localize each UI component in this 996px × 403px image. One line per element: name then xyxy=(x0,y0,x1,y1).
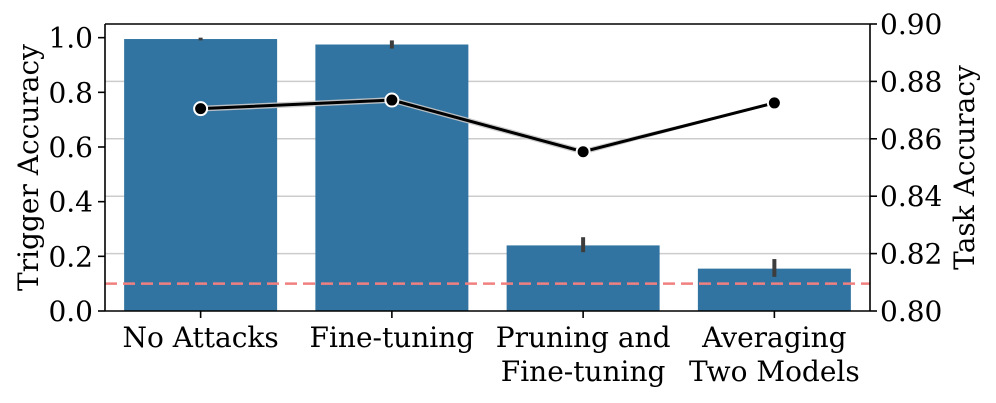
right-tick-label: 0.84 xyxy=(880,180,942,213)
left-tick-label: 0.2 xyxy=(48,240,93,273)
left-axis-title: Trigger Accuracy xyxy=(12,44,45,291)
line-point xyxy=(766,95,782,111)
category-label: Two Models xyxy=(689,355,860,388)
right-tick-label: 0.80 xyxy=(880,295,942,328)
category-label: Pruning and xyxy=(496,321,671,354)
category-label: No Attacks xyxy=(123,321,279,354)
label-layer: 0.0 0.2 0.4 0.6 0.8 1.0 0.80 0.82 0.84 0.86 0.88 0.… xyxy=(12,8,981,388)
left-tick-label: 1.0 xyxy=(48,22,93,55)
line-point xyxy=(193,101,209,117)
bar xyxy=(315,44,469,311)
right-axis-title: Task Accuracy xyxy=(948,65,981,270)
bar xyxy=(506,245,660,311)
left-tick-label: 0.0 xyxy=(48,295,93,328)
left-tick-label: 0.4 xyxy=(48,186,93,219)
category-label: Fine-tuning xyxy=(310,321,475,354)
line-point xyxy=(575,144,591,160)
right-tick-label: 0.86 xyxy=(880,123,942,156)
category-label: Fine-tuning xyxy=(501,355,666,388)
right-tick-label: 0.90 xyxy=(880,8,942,41)
line-series xyxy=(200,98,775,154)
right-tick-label: 0.82 xyxy=(880,238,942,271)
line-layer xyxy=(193,92,782,160)
left-tick-label: 0.8 xyxy=(48,76,93,109)
bar-layer xyxy=(124,37,851,312)
line-point xyxy=(384,92,400,108)
category-label: Averaging xyxy=(701,321,846,354)
axis-layer xyxy=(98,23,877,318)
bar xyxy=(124,39,278,312)
left-tick-label: 0.6 xyxy=(48,131,93,164)
right-tick-label: 0.88 xyxy=(880,65,942,98)
